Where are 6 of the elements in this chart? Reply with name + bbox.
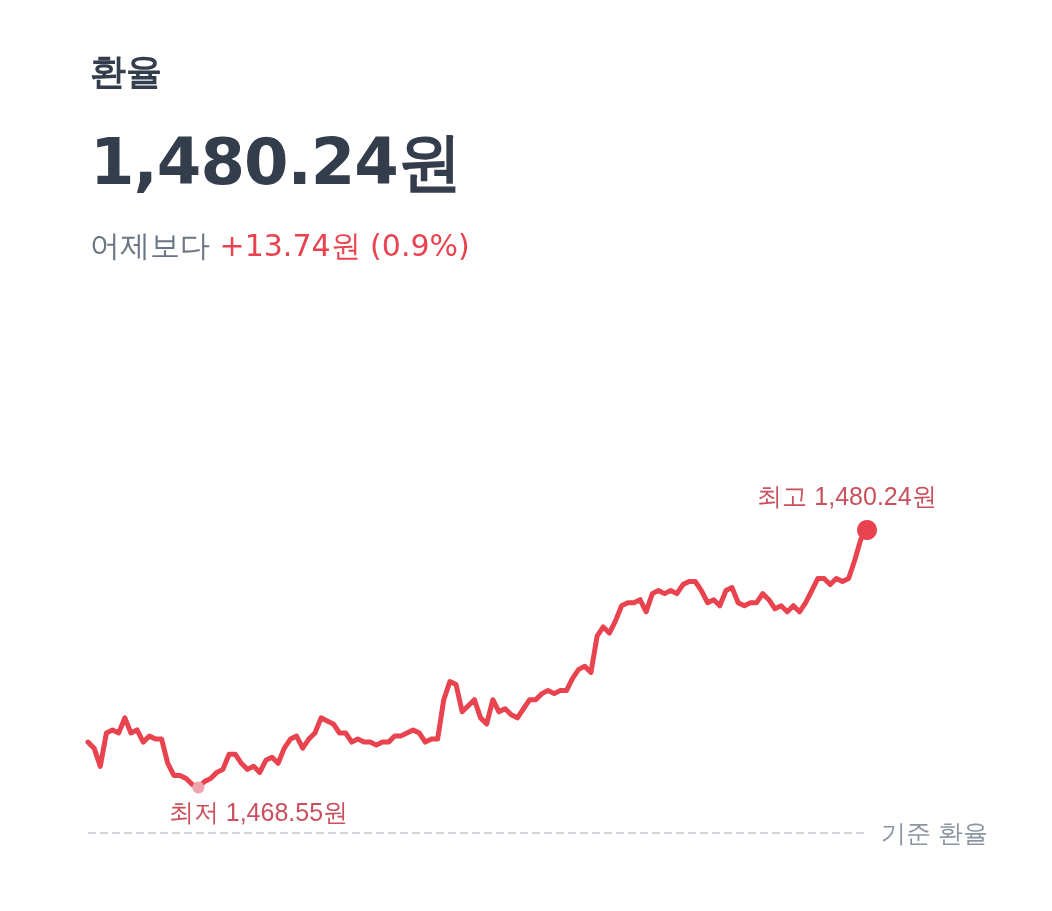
- text: 어제보다 +13.74원 (0.9%): [90, 228, 470, 263]
- annotation: 최저 1,468.55원: [168, 798, 349, 827]
- chart-title: 환율: [90, 50, 163, 94]
- text: 최고 1,480.24원: [757, 481, 937, 510]
- chart-subtitle: 1,480.24원: [90, 124, 462, 201]
- ref-line-label: 기준 환율: [881, 819, 988, 847]
